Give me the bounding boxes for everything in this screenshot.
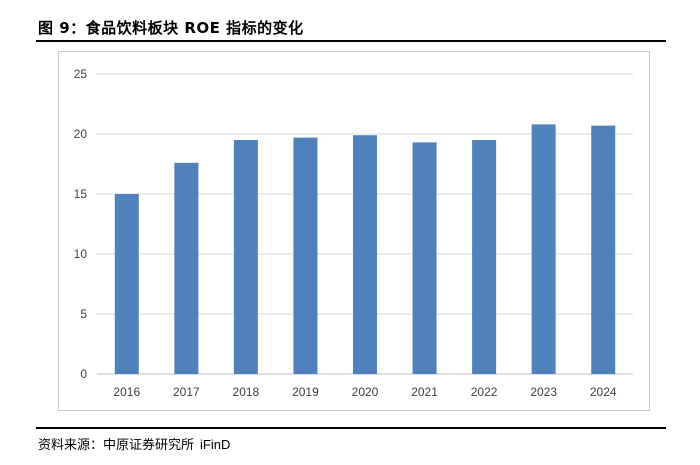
- top-rule: [36, 40, 666, 42]
- y-tick-label: 5: [80, 307, 87, 321]
- source-prefix: 资料来源：中原证券研究所: [38, 438, 195, 453]
- x-tick-label: 2020: [352, 385, 379, 399]
- bar-2017: [174, 162, 199, 374]
- bar-2018: [233, 140, 258, 374]
- y-tick-label: 15: [74, 187, 88, 201]
- roe-bar-chart: 0 5 10 15 20 25 2016 2017 2018 2019 2020 2021 2022 20…: [74, 67, 633, 399]
- x-tick-label: 2022: [471, 385, 498, 399]
- y-tick-label: 20: [74, 127, 88, 141]
- x-tick-label: 2016: [113, 385, 140, 399]
- chart-frame: 0 5 10 15 20 25 2016 2017 2018 2019 2020 2021 2022 20…: [58, 51, 650, 411]
- source-note: 资料来源：中原证券研究所 iFinD: [38, 434, 230, 453]
- y-tick-label: 0: [80, 367, 87, 381]
- x-tick-label: 2023: [530, 385, 557, 399]
- x-tick-label: 2024: [590, 385, 617, 399]
- source-tool: iFinD: [200, 437, 231, 452]
- y-tick-label: 25: [74, 67, 88, 81]
- bar-2024: [591, 125, 616, 374]
- bar-2019: [293, 137, 318, 374]
- bar-2020: [353, 135, 377, 374]
- bar-2022: [472, 140, 497, 374]
- bar-2021: [412, 142, 437, 374]
- bar-2016: [114, 194, 139, 374]
- bar-2023: [531, 124, 556, 375]
- y-tick-label: 10: [74, 247, 88, 261]
- x-tick-label: 2019: [292, 385, 319, 399]
- figure-title: 图 9：食品饮料板块 ROE 指标的变化: [38, 19, 304, 37]
- x-tick-label: 2017: [173, 385, 200, 399]
- x-tick-label: 2021: [411, 385, 438, 399]
- x-tick-label: 2018: [233, 385, 260, 399]
- bottom-rule: [36, 427, 666, 429]
